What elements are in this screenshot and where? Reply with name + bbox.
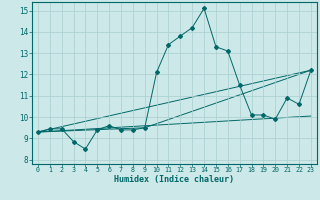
- X-axis label: Humidex (Indice chaleur): Humidex (Indice chaleur): [115, 175, 234, 184]
